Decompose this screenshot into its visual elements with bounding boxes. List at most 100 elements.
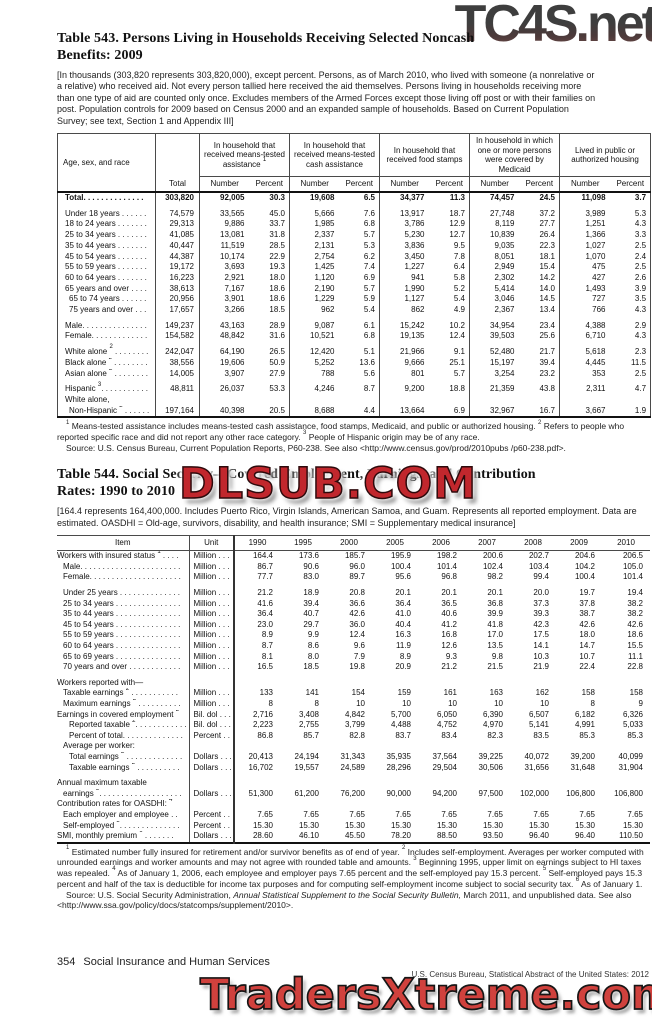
value-cell: 6.9	[363, 272, 375, 282]
value-cell	[430, 395, 470, 406]
value-cell: 8.7	[233, 641, 280, 652]
table-row: Under 25 years . . . . . . . . . . . . .…	[57, 583, 650, 599]
column-header-year: 2000	[326, 535, 372, 552]
value-cell: 45.0	[269, 208, 285, 218]
value-cell: 41.6	[233, 598, 280, 610]
column-subheader-number: Number	[469, 176, 520, 192]
row-label-cell: Hispanic 3. . . . . . . . . . .	[65, 381, 148, 394]
value-cell: 39.9	[487, 609, 503, 619]
value-cell: 3,450	[379, 251, 430, 263]
value-cell: 13.4	[539, 305, 556, 315]
value-cell	[372, 799, 418, 810]
row-label-cell: 70 years and over . . . . . . . . . . . …	[63, 662, 181, 672]
value-cell: 22.9	[269, 251, 285, 261]
value-cell: 12.4	[349, 630, 365, 640]
value-cell: 141	[305, 688, 319, 698]
value-cell: 40,099	[618, 751, 643, 761]
value-cell: 21,966	[379, 342, 430, 358]
value-cell: 353	[559, 368, 611, 380]
value-cell: 89.7	[349, 572, 365, 582]
row-label-cell: 35 to 44 years . . . . . . . . . . . . .…	[63, 609, 181, 619]
value-cell: 16,223	[155, 272, 200, 284]
value-cell: 11.3	[449, 193, 465, 202]
table-row: 75 years and over . . . 17,657 3,266 18.5 96…	[58, 305, 651, 316]
value-cell: 4,970	[482, 720, 503, 730]
value-cell: 19,557	[294, 762, 319, 772]
row-label-cell: Workers with insured status 1 . . . .	[57, 550, 179, 561]
value-cell	[510, 741, 556, 752]
value-cell: 51,300	[233, 788, 280, 800]
table-row: Female. . . . . . . . . . . . . . . . . …	[57, 572, 650, 584]
column-header-unit: Unit	[188, 535, 234, 552]
value-cell: 5,141	[528, 720, 549, 730]
value-cell: 83.0	[303, 572, 319, 582]
value-cell: 15.30	[436, 820, 457, 830]
value-cell: 12.6	[441, 641, 457, 651]
table-row: 70 years and over . . . . . . . . . . . …	[57, 662, 650, 673]
table-row: 65 years and over . . . . 38,613 7,167 18.6…	[58, 283, 651, 295]
row-label-cell: Annual maximum taxable	[57, 778, 147, 788]
value-cell: 3.5	[634, 294, 647, 304]
value-cell: 102.4	[482, 561, 503, 571]
value-cell: 8.1	[233, 651, 280, 663]
value-cell	[250, 395, 290, 406]
value-cell: 24,194	[294, 751, 319, 761]
value-cell: 25.6	[539, 331, 556, 341]
row-label-cell: Male. . . . . . . . . . . . . . .	[65, 320, 147, 330]
value-cell: 41.0	[395, 609, 411, 619]
unit-cell	[188, 799, 234, 810]
value-cell	[233, 773, 280, 789]
table-row: Total earnings 2 . . . . . . . . . . . .…	[57, 751, 650, 763]
value-cell: 7.65	[395, 809, 411, 819]
value-cell: 195.9	[390, 551, 411, 561]
value-cell: 9,886	[199, 219, 250, 231]
table-row: Workers reported with—	[57, 672, 650, 689]
row-label-cell: earnings 3. . . . . . . . . . . . . . . …	[63, 788, 182, 798]
row-label-cell: 60 to 64 years . . . . . . . . . . . . .…	[63, 641, 181, 651]
value-cell	[464, 773, 510, 789]
table-row: Percent of total. . . . . . . . . . . . …	[57, 730, 650, 742]
value-cell: 3,667	[559, 405, 611, 418]
value-cell	[340, 395, 380, 406]
table-row: 65 to 74 years . . . . . . 20,956 3,901 18.…	[58, 294, 651, 306]
value-cell: 4.3	[634, 305, 647, 315]
table-544-footnote-text: 1 Estimated number fully insured for ret…	[57, 844, 644, 889]
value-cell: 5.7	[363, 230, 375, 240]
value-cell: 37.3	[533, 598, 549, 608]
value-cell: 9.3	[445, 651, 457, 661]
value-cell: 4.4	[363, 405, 375, 415]
value-cell: 20.1	[487, 588, 503, 598]
value-cell: 105.0	[622, 561, 643, 571]
value-cell: 6,050	[436, 709, 457, 719]
value-cell: 5.9	[363, 294, 375, 304]
value-cell: 20.1	[441, 588, 457, 598]
value-cell: 38.2	[627, 609, 643, 619]
page-content: Table 543. Persons Living in Households …	[57, 30, 652, 911]
table-544-title-line2: Rates: 1990 to 2010	[57, 484, 176, 500]
unit-cell: Bil. dol . . .	[188, 720, 234, 731]
value-cell: 36.8	[487, 598, 503, 608]
value-cell: 40.4	[395, 619, 411, 629]
value-cell: 101.4	[436, 561, 457, 571]
unit-cell: Million . . .	[188, 699, 234, 710]
value-cell: 15.30	[390, 820, 411, 830]
value-cell: 6.9	[453, 405, 465, 415]
table-row: Each employer and employee . . Percent . …	[57, 809, 650, 821]
row-label-cell: Earnings in covered employment 2	[57, 709, 180, 719]
value-cell: 48,811	[155, 379, 200, 395]
value-cell: 50.9	[269, 357, 285, 367]
value-cell: 9.9	[307, 630, 319, 640]
value-cell: 7.65	[303, 809, 319, 819]
value-cell: 22.3	[539, 240, 556, 250]
value-cell: 19.8	[349, 662, 365, 672]
table-544-note: [164.4 represents 164,400,000. Includes …	[57, 506, 637, 528]
value-cell: 16.8	[441, 630, 457, 640]
value-cell: 14.1	[533, 641, 549, 651]
value-cell: 3,907	[199, 368, 250, 380]
value-cell: 5,252	[289, 357, 340, 369]
table-543-header: Age, sex, and race Total In household that…	[57, 133, 651, 192]
table-row: Earnings in covered employment 2 Bil. dol…	[57, 709, 650, 721]
table-row: Non-Hispanic 2 . . . . . . 197,164 40,398 2…	[58, 405, 651, 418]
value-cell: 1,227	[379, 262, 430, 273]
value-cell: 12.7	[449, 230, 465, 240]
